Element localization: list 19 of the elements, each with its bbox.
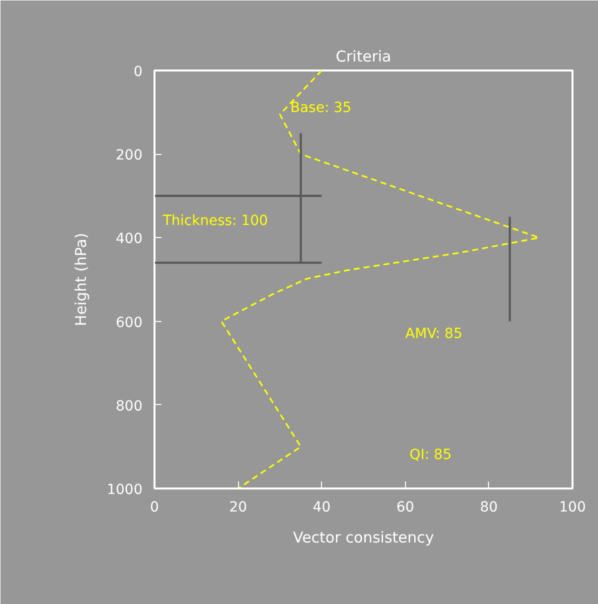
y-tick-label: 400	[116, 231, 143, 248]
annotation: Thickness: 100	[162, 212, 268, 229]
y-tick-label: 200	[116, 148, 143, 164]
y-tick-label: 800	[116, 398, 143, 414]
annotation: QI: 85	[409, 447, 452, 464]
annotation: AMV: 85	[405, 326, 462, 342]
annotation: Base: 35	[290, 100, 352, 116]
x-tick-label: 80	[480, 500, 498, 516]
chart-title: Criteria	[336, 48, 392, 66]
x-tick-label: 0	[150, 500, 159, 516]
x-tick-label: 60	[396, 500, 414, 516]
x-tick-label: 100	[559, 500, 586, 516]
y-axis-title: Height (hPa)	[72, 232, 90, 326]
x-tick-label: 20	[229, 500, 248, 516]
y-tick-label: 600	[116, 314, 143, 331]
x-tick-label: 40	[312, 500, 331, 516]
x-axis-title: Vector consistency	[292, 528, 434, 546]
y-tick-label: 0	[134, 64, 143, 80]
y-tick-label: 1000	[106, 482, 143, 498]
